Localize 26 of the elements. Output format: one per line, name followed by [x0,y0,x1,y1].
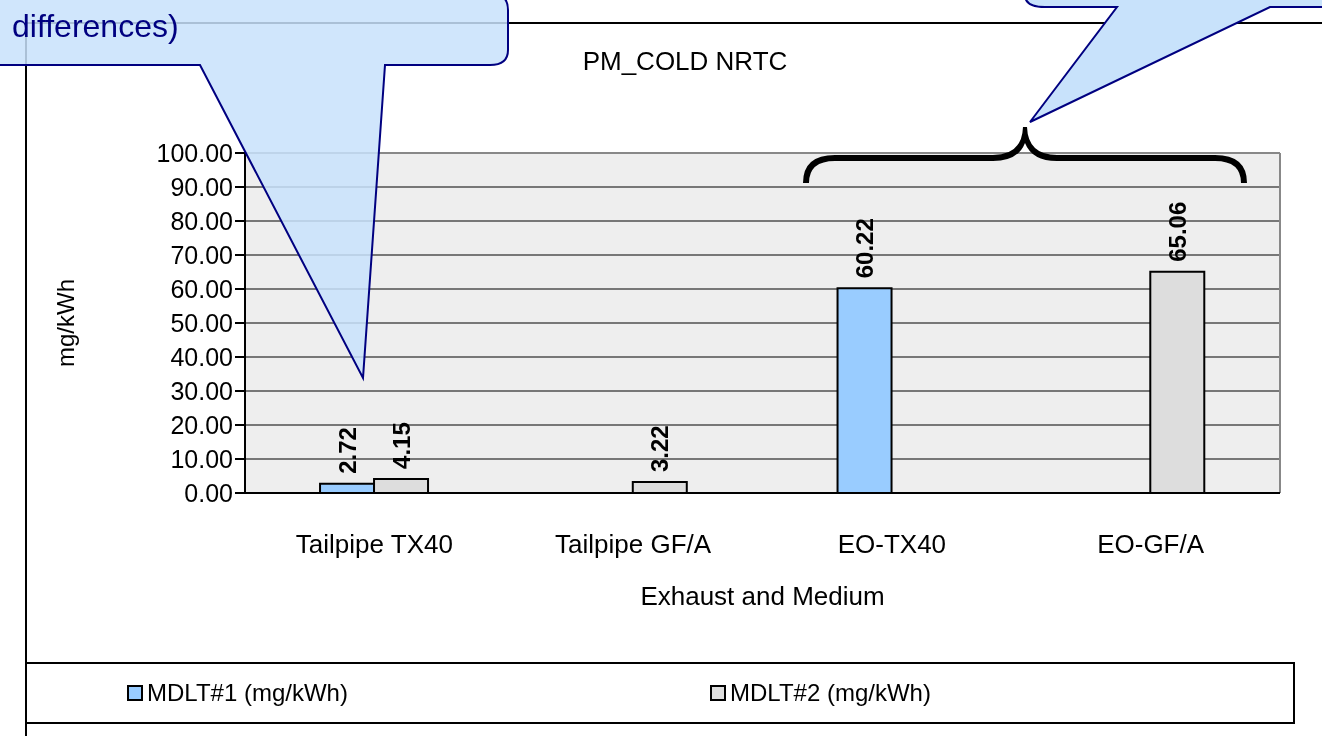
y-tick-label: 0.00 [184,478,233,507]
data-label: 60.22 [851,218,879,279]
y-tick-label: 40.00 [170,342,233,371]
x-tick-label: Tailpipe GF/A [555,529,712,560]
text: differences) [12,8,179,45]
x-axis-title: Exhaust and Medium [640,581,885,611]
y-axis-title: mg/kWh [51,278,79,368]
y-tick-label: 10.00 [170,444,233,473]
y-tick-label: 60.00 [170,274,233,303]
data-label: 65.06 [1163,201,1191,262]
data-label: 3.22 [646,425,674,473]
legend-label: MDLT#1 (mg/kWh) [147,679,348,707]
x-tick-label: Tailpipe TX40 [295,529,453,560]
data-label: 2.72 [333,427,361,474]
x-tick-label: EO-GF/A [1097,529,1205,560]
y-tick-label: 80.00 [170,206,233,235]
y-tick-label: 50.00 [170,308,233,337]
y-tick-label: 30.00 [170,376,233,405]
y-tick-label: 70.00 [170,240,233,269]
y-tick-label: 100.00 [156,138,233,167]
legend-label: MDLT#2 (mg/kWh) [730,679,931,707]
x-tick-label: EO-TX40 [837,529,947,560]
chart-title: PM_COLD NRTC [581,46,789,77]
data-label: 4.15 [387,422,415,469]
y-tick-label: 20.00 [170,410,233,439]
y-tick-label: 90.00 [170,172,233,201]
